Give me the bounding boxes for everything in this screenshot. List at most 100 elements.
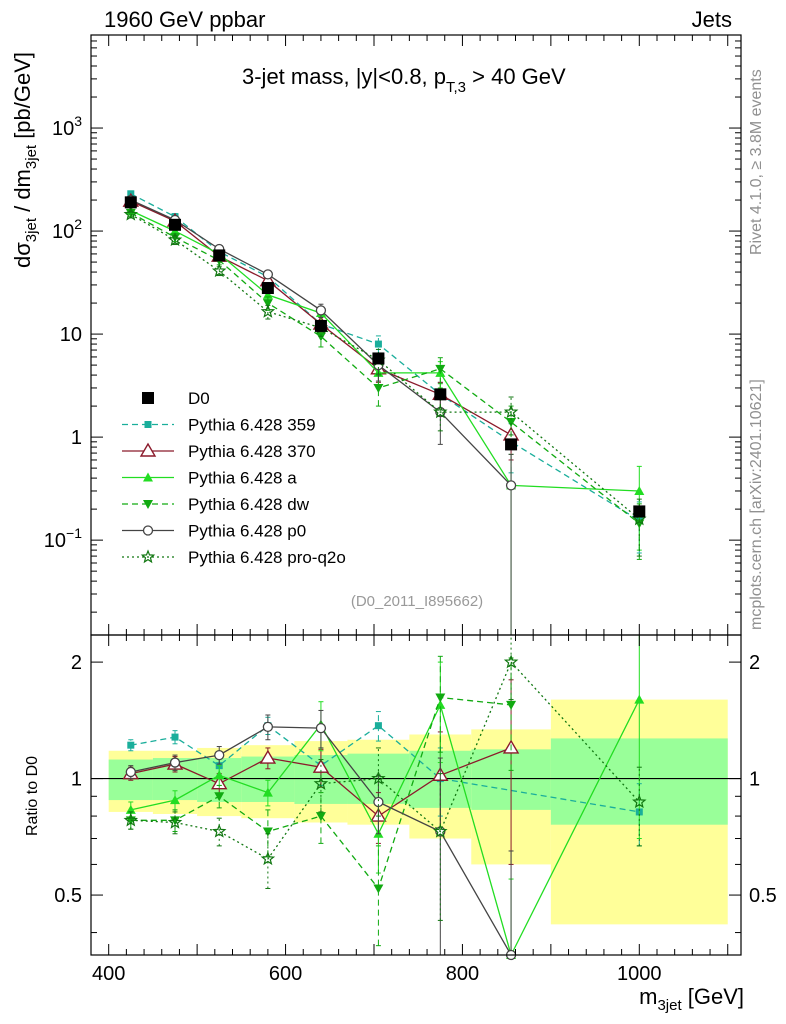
main-point-pro-q2o — [123, 206, 139, 221]
main-point-D0 — [124, 196, 137, 209]
y-tick-label: 102 — [52, 216, 82, 243]
main-series — [122, 190, 647, 636]
ratio-point-dw — [170, 816, 181, 826]
watermark-analysis-id: (D0_2011_I895662) — [351, 593, 483, 610]
ratio-point-a — [214, 770, 225, 780]
ratio-point-p0 — [214, 749, 225, 761]
main-point-D0 — [261, 282, 274, 295]
ratio-point-a — [262, 787, 273, 797]
legend-label-370: Pythia 6.428 370 — [188, 442, 316, 461]
legend-label-pro-q2o: Pythia 6.428 pro-q2o — [188, 548, 346, 567]
x-tick-label: 400 — [92, 963, 125, 985]
main-point-p0 — [505, 480, 517, 491]
y-tick-label: 10 — [60, 324, 82, 346]
main-point-dw — [435, 364, 446, 374]
ratio-point-dw — [315, 812, 326, 822]
main-point-pro-q2o — [433, 404, 448, 419]
ratio-line-359 — [130, 724, 640, 813]
ratio-point-pro-q2o — [313, 776, 329, 790]
legend-item-p0: Pythia 6.428 p0 — [122, 522, 306, 541]
legend-label-a: Pythia 6.428 a — [188, 469, 297, 488]
legend-item-dw: Pythia 6.428 dw — [122, 495, 310, 514]
ratio-point-370 — [259, 749, 277, 764]
main-point-D0 — [434, 388, 447, 401]
main-point-D0 — [372, 352, 385, 365]
ratio-point-pro-q2o — [503, 654, 519, 669]
ratio-point-359 — [127, 741, 135, 749]
main-point-pro-q2o — [167, 232, 183, 247]
ratio-point-359 — [374, 722, 382, 730]
mcplots-label: mcplots.cern.ch [arXiv:2401.10621] — [748, 379, 765, 630]
ratio-point-pro-q2o — [260, 851, 276, 866]
main-point-D0 — [314, 319, 327, 332]
main-point-D0 — [169, 218, 182, 231]
ratio-line-370 — [130, 747, 512, 817]
ratio-point-pro-q2o — [371, 770, 386, 785]
legend-item-370: Pythia 6.428 370 — [122, 442, 316, 461]
legend-label-359: Pythia 6.428 359 — [188, 416, 316, 435]
legend-marker-370 — [139, 442, 157, 457]
main-point-dw — [262, 299, 273, 309]
x-tick-label: 600 — [269, 963, 302, 985]
main-point-pro-q2o — [260, 304, 276, 318]
ratio-y-tick-label: 2 — [71, 652, 82, 674]
chart-title: 3-jet mass, |y|<0.8, pT,3 > 40 GeV — [242, 64, 566, 96]
legend-marker-D0 — [142, 392, 154, 404]
x-tick-label: 1000 — [617, 963, 662, 985]
ratio-series — [122, 634, 647, 961]
rivet-label: Rivet 4.1.0, ≥ 3.8M events — [748, 69, 765, 255]
main-point-dw — [373, 383, 384, 393]
legend-label-dw: Pythia 6.428 dw — [188, 495, 310, 514]
x-tick-label: 800 — [446, 963, 479, 985]
y-axis-label: dσ3jet / dm3jet [pb/GeV] — [10, 52, 40, 268]
ratio-point-dw — [506, 700, 517, 710]
ratio-axes: 400 600 800 1000 0.5 0.5 1 1 2 2 — [54, 634, 777, 985]
main-point-dw — [506, 418, 517, 428]
header-right: Jets — [692, 7, 732, 32]
ratio-point-pro-q2o — [167, 814, 183, 829]
ratio-point-p0 — [315, 722, 327, 734]
legend: D0 Pythia 6.428 359 Pythia 6.428 370 Pythia… — [122, 389, 346, 567]
legend-item-pro-q2o: Pythia 6.428 pro-q2o — [122, 548, 346, 567]
main-point-D0 — [505, 438, 518, 451]
header-left: 1960 GeV ppbar — [104, 7, 265, 32]
main-point-a — [634, 485, 645, 495]
main-point-D0 — [213, 249, 226, 262]
ratio-axis-label: Ratio to D0 — [24, 756, 41, 836]
main-line-p0 — [130, 199, 512, 486]
main-axes: 10−1 1 10 102 103 — [44, 34, 742, 636]
legend-label-D0: D0 — [188, 389, 210, 408]
ratio-point-p0 — [262, 721, 274, 733]
ratio-line-dw — [130, 696, 512, 890]
ratio-point-dw — [262, 827, 273, 837]
ratio-point-dw — [373, 884, 384, 894]
main-point-p0 — [315, 305, 327, 316]
ratio-y-tick-label: 1 — [71, 769, 82, 791]
ratio-point-pro-q2o — [632, 794, 647, 809]
y-tick-label: 1 — [71, 427, 82, 449]
ratio-y-tick-label-right: 0.5 — [749, 885, 777, 907]
legend-marker-pro-q2o — [140, 549, 156, 564]
main-line-370 — [130, 200, 512, 436]
ratio-frame — [90, 634, 742, 956]
ratio-point-p0 — [125, 766, 136, 778]
legend-label-p0: Pythia 6.428 p0 — [188, 522, 306, 541]
ratio-y-tick-label-right: 1 — [749, 769, 760, 791]
legend-marker-359 — [144, 421, 152, 428]
main-series-D0 — [124, 196, 646, 518]
ratio-point-a — [170, 795, 181, 805]
ratio-panel: 400 600 800 1000 0.5 0.5 1 1 2 2 Ratio to D0 m3je… — [24, 634, 777, 1014]
ratio-point-pro-q2o — [433, 823, 448, 838]
legend-marker-p0 — [142, 525, 154, 536]
ratio-bands — [91, 699, 741, 925]
main-point-D0 — [633, 505, 646, 518]
legend-item-a: Pythia 6.428 a — [122, 469, 297, 488]
ratio-point-359 — [171, 733, 179, 741]
ratio-y-tick-label-right: 2 — [749, 652, 760, 674]
legend-marker-a — [143, 472, 153, 482]
x-axis-label: m3jet [GeV] — [639, 984, 744, 1014]
legend-item-D0: D0 — [142, 389, 210, 408]
main-point-pro-q2o — [211, 263, 227, 278]
ratio-point-pro-q2o — [211, 823, 227, 838]
